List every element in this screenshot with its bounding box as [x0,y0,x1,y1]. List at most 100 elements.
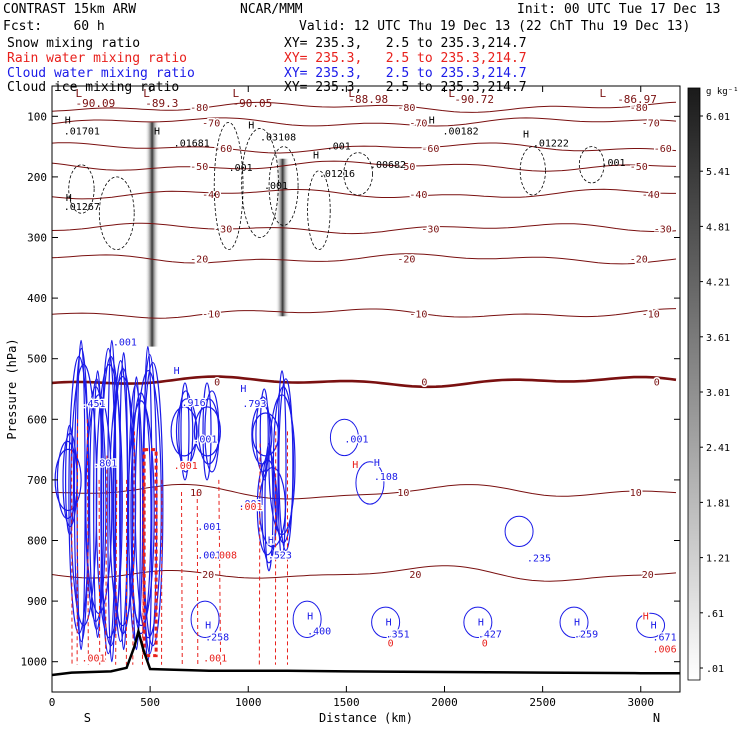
contour-label: 10 [190,488,202,499]
cloud-water-contour [251,404,273,465]
rain-label: 0 [388,639,394,650]
contour-label: -50 [630,162,648,173]
contour-label: 10 [397,488,409,499]
cloud-water-contour [636,612,666,638]
org-label: NCAR/MMM [240,2,303,17]
rain-label: .006 [653,645,677,656]
low-label: L [143,87,150,100]
cloud-water-label: H [174,366,180,377]
cloud-water-contour [329,418,359,457]
cloud-ice-label: .01216 [319,169,355,180]
low-label: -88.98 [348,93,388,106]
contour-label: -70 [642,118,660,129]
colorbar-tick-label: .01 [706,664,724,675]
x-tick-label: 0 [49,696,56,709]
cloud-water-label: H [307,611,313,622]
contour-label: -30 [654,224,672,235]
cloud-water-label: H [374,458,380,469]
init-time: Init: 00 UTC Tue 17 Dec 13 [517,2,721,17]
low-label: -86.97 [617,93,657,106]
cloud-ice-label: .001 [264,181,288,192]
contour-label: -20 [630,255,648,266]
snow-shading-column [275,158,290,317]
contour-label: -10 [202,309,220,320]
cloud-water-label: .258 [205,632,229,643]
rain-label: H [643,611,649,622]
cloud-water-contour [170,406,198,457]
low-label: -90.72 [454,93,494,106]
cloud-water-contour [264,442,274,572]
cloud-water-label: H [651,620,657,631]
contour-label: -40 [202,190,220,201]
cloud-ice-label: .01222 [533,139,569,150]
rain-label: .001 [203,654,227,665]
cloud-water-contour [559,606,589,638]
cloud-water-label: .793 [242,399,266,410]
rain-contour [181,492,183,665]
contour-label: 20 [202,570,214,581]
y-tick-label: 100 [27,110,47,123]
cloud-water-label: .001 [197,551,221,562]
y-tick-label: 600 [27,413,47,426]
contour-label: -50 [190,162,208,173]
x-tick-label: 500 [140,696,160,709]
temperature-contour [51,142,677,154]
cloud-water-contour [204,390,220,473]
cloud-water-label: .001 [197,522,221,533]
y-tick-label: 1000 [21,656,48,669]
contour-label: -30 [421,224,439,235]
temperature-contour [51,375,677,389]
contour-label: -30 [214,224,232,235]
cloud-ice-contour [68,164,95,214]
cloud-water-contour [193,406,221,457]
cloud-ice-contour [268,146,299,226]
rain-contour [218,479,222,665]
low-label: L [600,87,607,100]
cloud-water-label: .001 [113,337,137,348]
cloud-water-label: .235 [527,554,551,565]
x-tick-label: 1500 [333,696,360,709]
legend-cloud-ice-xy: XY= 235.3, 2.5 to 235.3,214.7 [284,80,527,95]
contour-label: 20 [642,570,654,581]
cloud-ice-label: .001 [327,142,351,153]
legend-cloud-ice: Cloud ice mixing ratio [7,80,180,95]
cloud-ice-contour [307,170,331,251]
y-tick-label: 400 [27,292,47,305]
y-tick-label: 200 [27,171,47,184]
cloud-water-contour [131,376,142,651]
cloud-water-label: H [574,617,580,628]
cloud-water-contour [127,400,155,627]
y-tick-label: 300 [27,232,47,245]
temperature-contour [51,101,677,113]
cloud-water-contour [272,386,294,544]
contour-label: -40 [409,190,427,201]
colorbar-tick-label: .61 [706,609,724,620]
rain-label: 0 [482,639,488,650]
cloud-ice-label: H [429,116,435,127]
cloud-ice-label: H [523,130,529,141]
contour-label: -70 [202,118,220,129]
cloud-water-contour [142,361,164,647]
y-tick-label: 800 [27,535,47,548]
colorbar-tick-label: 6.01 [706,112,730,123]
colorbar [687,87,701,681]
legend-cloud-water-xy: XY= 235.3, 2.5 to 235.3,214.7 [284,66,527,81]
cloud-water-contour [268,394,296,536]
cloud-water-label: .427 [478,629,502,640]
cloud-ice-label: .01701 [64,126,100,137]
cloud-water-label: .451 [81,399,105,410]
cloud-water-label: H [205,620,211,631]
temperature-contour [51,253,677,265]
colorbar-tick-label: 1.81 [706,498,730,509]
cloud-water-label: .801 [93,459,117,470]
cloud-ice-contour [98,176,135,251]
cloud-ice-label: .001 [229,163,253,174]
rain-label: .008 [213,551,237,562]
colorbar-tick-label: 4.21 [706,278,730,289]
cloud-ice-label: .01681 [174,139,210,150]
contour-label: -80 [630,103,648,114]
contour-label: 10 [630,488,642,499]
contour-label: -80 [397,103,415,114]
cloud-water-contour [198,398,220,465]
legend-snow: Snow mixing ratio [7,36,141,51]
